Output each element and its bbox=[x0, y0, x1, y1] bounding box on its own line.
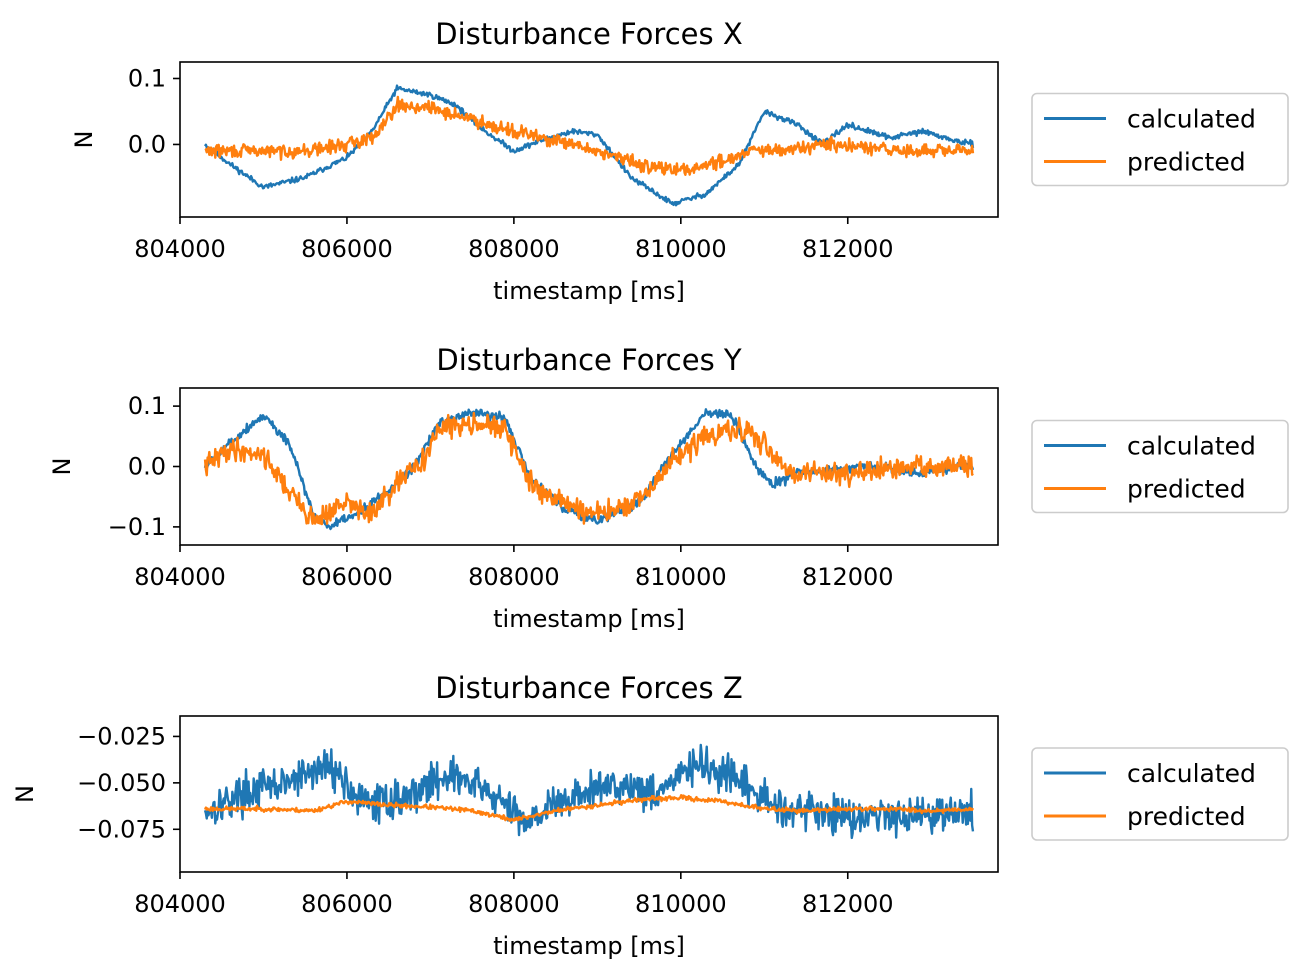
chart-title: Disturbance Forces Y bbox=[436, 343, 742, 377]
x-tick-label: 810000 bbox=[635, 890, 727, 918]
x-tick-label: 804000 bbox=[134, 563, 226, 591]
x-axis-label: timestamp [ms] bbox=[493, 932, 685, 960]
y-tick-label: 0.1 bbox=[128, 392, 166, 420]
x-tick-label: 806000 bbox=[301, 235, 393, 263]
y-axis-label: N bbox=[48, 458, 76, 476]
legend-label-predicted: predicted bbox=[1127, 475, 1246, 504]
y-tick-label: 0.0 bbox=[128, 130, 166, 158]
legend-label-calculated: calculated bbox=[1127, 759, 1256, 788]
series-line-predicted bbox=[203, 411, 974, 526]
legend-label-predicted: predicted bbox=[1127, 148, 1246, 177]
x-tick-label: 808000 bbox=[468, 890, 560, 918]
y-tick-label: −0.075 bbox=[77, 815, 166, 843]
x-tick-label: 808000 bbox=[468, 235, 560, 263]
x-tick-label: 812000 bbox=[802, 890, 894, 918]
series-line-calculated bbox=[204, 84, 975, 207]
y-tick-label: 0.1 bbox=[128, 64, 166, 92]
chart-title: Disturbance Forces X bbox=[435, 17, 742, 51]
series-line-predicted bbox=[203, 794, 975, 822]
x-tick-label: 804000 bbox=[134, 890, 226, 918]
x-axis-label: timestamp [ms] bbox=[493, 277, 685, 305]
y-tick-label: −0.025 bbox=[77, 722, 166, 750]
legend-label-predicted: predicted bbox=[1127, 802, 1246, 831]
x-tick-label: 810000 bbox=[635, 235, 727, 263]
x-tick-label: 806000 bbox=[301, 563, 393, 591]
x-tick-label: 804000 bbox=[134, 235, 226, 263]
y-tick-label: −0.050 bbox=[77, 769, 166, 797]
legend-label-calculated: calculated bbox=[1127, 432, 1256, 461]
x-tick-label: 806000 bbox=[301, 890, 393, 918]
series-line-calculated bbox=[203, 743, 975, 840]
plot-frame bbox=[179, 61, 999, 218]
y-axis-label: N bbox=[70, 131, 98, 149]
x-axis-label: timestamp [ms] bbox=[493, 605, 685, 633]
y-tick-label: 0.0 bbox=[128, 453, 166, 481]
x-tick-label: 812000 bbox=[802, 235, 894, 263]
legend-label-calculated: calculated bbox=[1127, 105, 1256, 134]
series-line-predicted bbox=[204, 95, 975, 176]
plot-frame bbox=[179, 715, 999, 873]
y-axis-label: N bbox=[11, 785, 39, 803]
x-tick-label: 810000 bbox=[635, 563, 727, 591]
chart-title: Disturbance Forces Z bbox=[435, 671, 742, 705]
y-tick-label: −0.1 bbox=[108, 513, 166, 541]
x-tick-label: 812000 bbox=[802, 563, 894, 591]
x-tick-label: 808000 bbox=[468, 563, 560, 591]
